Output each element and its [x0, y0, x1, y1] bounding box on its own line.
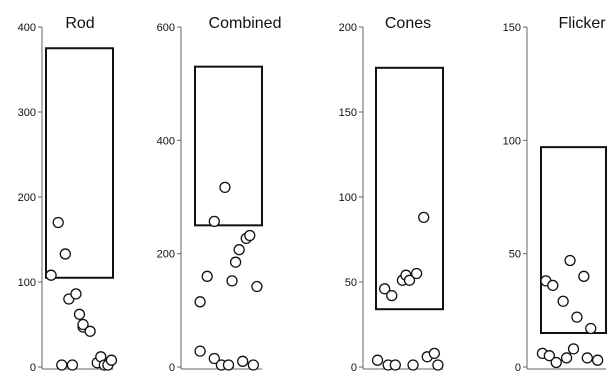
- data-point: [244, 229, 256, 242]
- data-point: [201, 270, 213, 282]
- y-tick-label: 0: [30, 362, 36, 371]
- data-point: [222, 359, 235, 371]
- panel-title: Flicker: [558, 15, 606, 32]
- data-point: [66, 359, 79, 371]
- data-point: [194, 296, 206, 308]
- data-point: [247, 359, 260, 371]
- data-point: [208, 352, 220, 365]
- data-point: [237, 355, 249, 367]
- data-point: [52, 216, 64, 229]
- data-point: [557, 295, 569, 307]
- data-point: [418, 211, 430, 224]
- y-tick-label: 200: [157, 249, 175, 261]
- data-point: [432, 359, 444, 371]
- data-point: [219, 181, 231, 194]
- data-point: [592, 354, 604, 366]
- y-tick-label: 0: [351, 362, 357, 371]
- y-tick-label: 400: [18, 22, 36, 34]
- data-point: [194, 345, 206, 357]
- data-point: [585, 322, 597, 335]
- data-point: [581, 352, 593, 364]
- data-point: [226, 275, 238, 287]
- normal-range-box: [45, 47, 114, 279]
- data-point: [407, 359, 419, 371]
- data-point: [251, 280, 263, 293]
- y-tick-label: 150: [339, 107, 357, 119]
- data-point: [578, 270, 590, 282]
- data-point: [56, 359, 68, 371]
- data-point: [70, 288, 82, 300]
- panel-title: Rod: [65, 15, 94, 32]
- data-point: [73, 308, 86, 320]
- normal-range-box: [194, 65, 263, 227]
- data-point: [547, 279, 559, 292]
- data-point: [550, 356, 562, 369]
- y-tick-label: 100: [339, 192, 357, 204]
- data-point: [105, 354, 118, 366]
- data-point: [410, 267, 423, 280]
- data-point: [233, 244, 245, 256]
- data-point: [45, 269, 57, 281]
- y-tick-label: 200: [18, 192, 36, 204]
- y-tick-label: 100: [18, 277, 36, 289]
- y-tick-label: 200: [339, 22, 357, 34]
- y-tick-label: 50: [345, 277, 357, 289]
- data-point: [564, 254, 576, 267]
- panel-combined: 0 200 400 600 Combined: [157, 15, 282, 374]
- normal-range-box: [540, 146, 607, 334]
- panel-title: Cones: [385, 15, 431, 32]
- data-point: [403, 274, 416, 286]
- panel-cones: 0 50 100 150 200 Cones: [339, 15, 444, 374]
- data-point: [59, 248, 71, 260]
- data-point: [543, 350, 555, 362]
- y-tick-label: 100: [503, 135, 521, 147]
- data-point: [84, 325, 96, 337]
- y-tick-label: 300: [18, 107, 36, 119]
- y-tick-label: 0: [169, 362, 175, 371]
- y-tick-label: 50: [509, 249, 521, 261]
- data-point: [77, 318, 89, 331]
- y-tick-label: 0: [515, 362, 521, 371]
- y-tick-label: 150: [503, 22, 521, 34]
- panel-title: Combined: [209, 15, 282, 32]
- data-point: [567, 343, 580, 355]
- panel-rod: 0 100 200 300 400 Rod: [18, 15, 118, 374]
- y-tick-label: 400: [157, 135, 175, 147]
- data-point: [386, 289, 398, 302]
- data-point: [378, 283, 391, 295]
- data-point: [428, 347, 441, 360]
- data-point: [560, 352, 573, 364]
- data-point: [571, 311, 583, 323]
- data-point: [371, 354, 384, 366]
- panel-flicker: 0 50 100 150 Flicker: [503, 15, 607, 374]
- normal-range-box: [375, 66, 444, 311]
- y-tick-label: 600: [157, 22, 175, 34]
- data-point: [229, 256, 242, 268]
- data-point: [208, 215, 220, 228]
- data-point: [389, 359, 401, 371]
